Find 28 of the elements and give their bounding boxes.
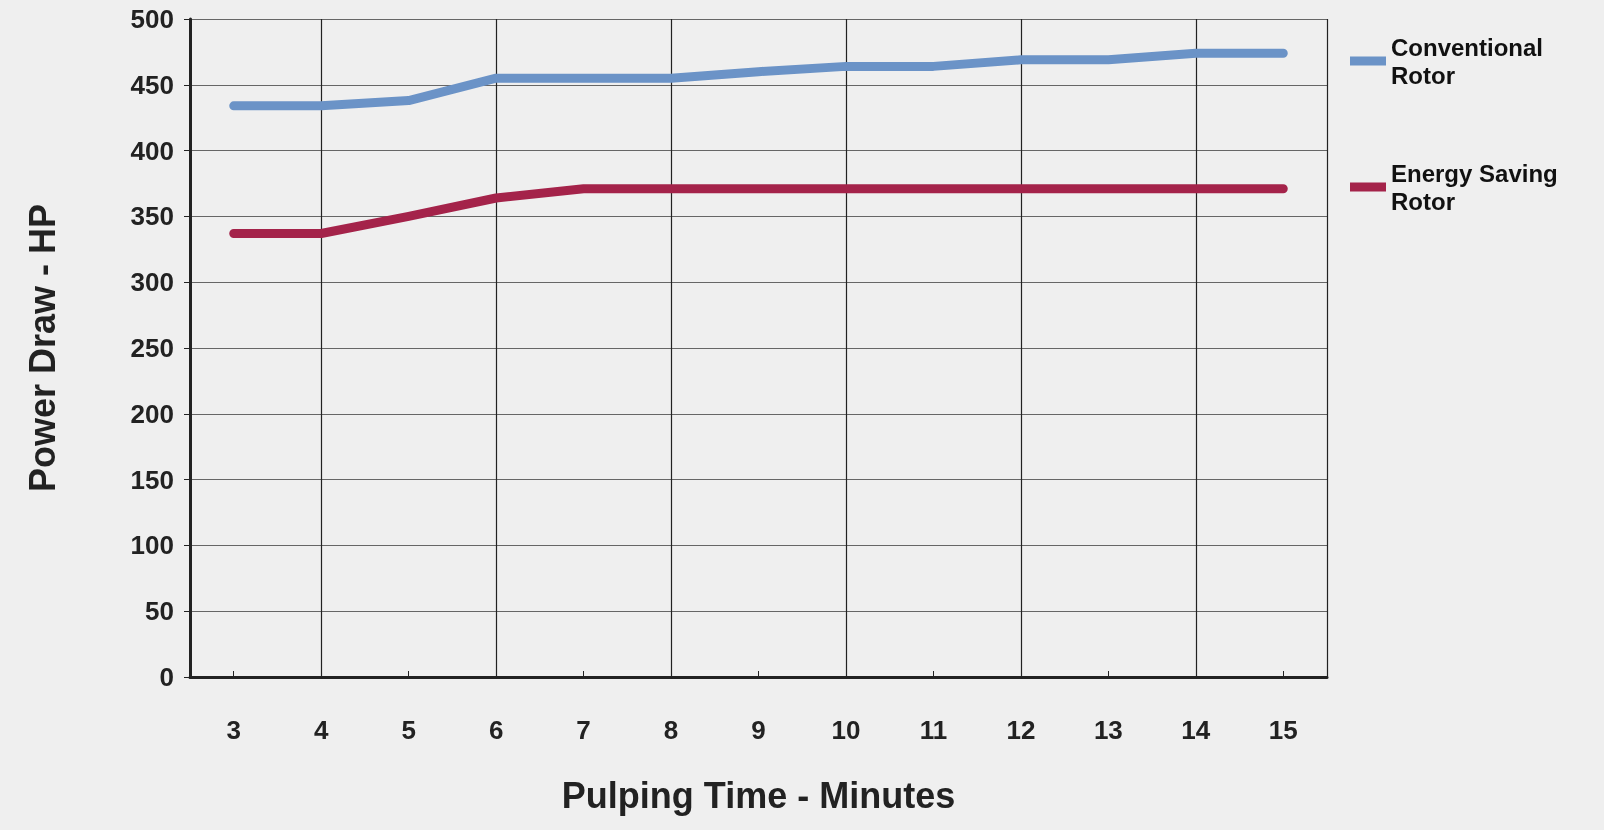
y-tick-label: 200 (130, 398, 174, 429)
y-tick-label: 450 (130, 69, 174, 100)
x-tick-label: 7 (576, 715, 591, 745)
y-tick-label: 350 (130, 201, 174, 232)
y-tick-label: 400 (130, 135, 174, 166)
x-tick-label: 15 (1268, 715, 1298, 745)
x-tick-label: 14 (1181, 715, 1211, 745)
y-tick-label: 250 (130, 333, 174, 363)
x-tick-label: 5 (401, 715, 416, 745)
y-tick-label: 100 (130, 530, 174, 561)
x-tick-label: 4 (313, 715, 329, 745)
x-tick-label: 6 (488, 715, 504, 745)
legend-label: Conventional Rotor (1391, 33, 1550, 89)
y-tick-label: 500 (130, 4, 174, 34)
y-axis-title: Power Draw - HP (21, 203, 63, 493)
x-axis-title: Pulping Time - Minutes (561, 774, 956, 816)
y-tick-label: 300 (130, 267, 174, 298)
x-tick-label: 11 (919, 715, 948, 745)
y-tick-label: 50 (145, 596, 174, 627)
y-tick-label: 150 (130, 464, 174, 495)
x-tick-label: 12 (1006, 715, 1036, 745)
x-tick-label: 8 (663, 715, 679, 745)
y-tick-label: 0 (159, 662, 174, 692)
x-tick-label: 3 (226, 715, 241, 745)
legend-label: Energy Saving Rotor (1391, 159, 1565, 215)
x-tick-label: 10 (831, 715, 861, 745)
x-tick-label: 13 (1093, 715, 1123, 745)
x-tick-label: 9 (751, 715, 766, 745)
